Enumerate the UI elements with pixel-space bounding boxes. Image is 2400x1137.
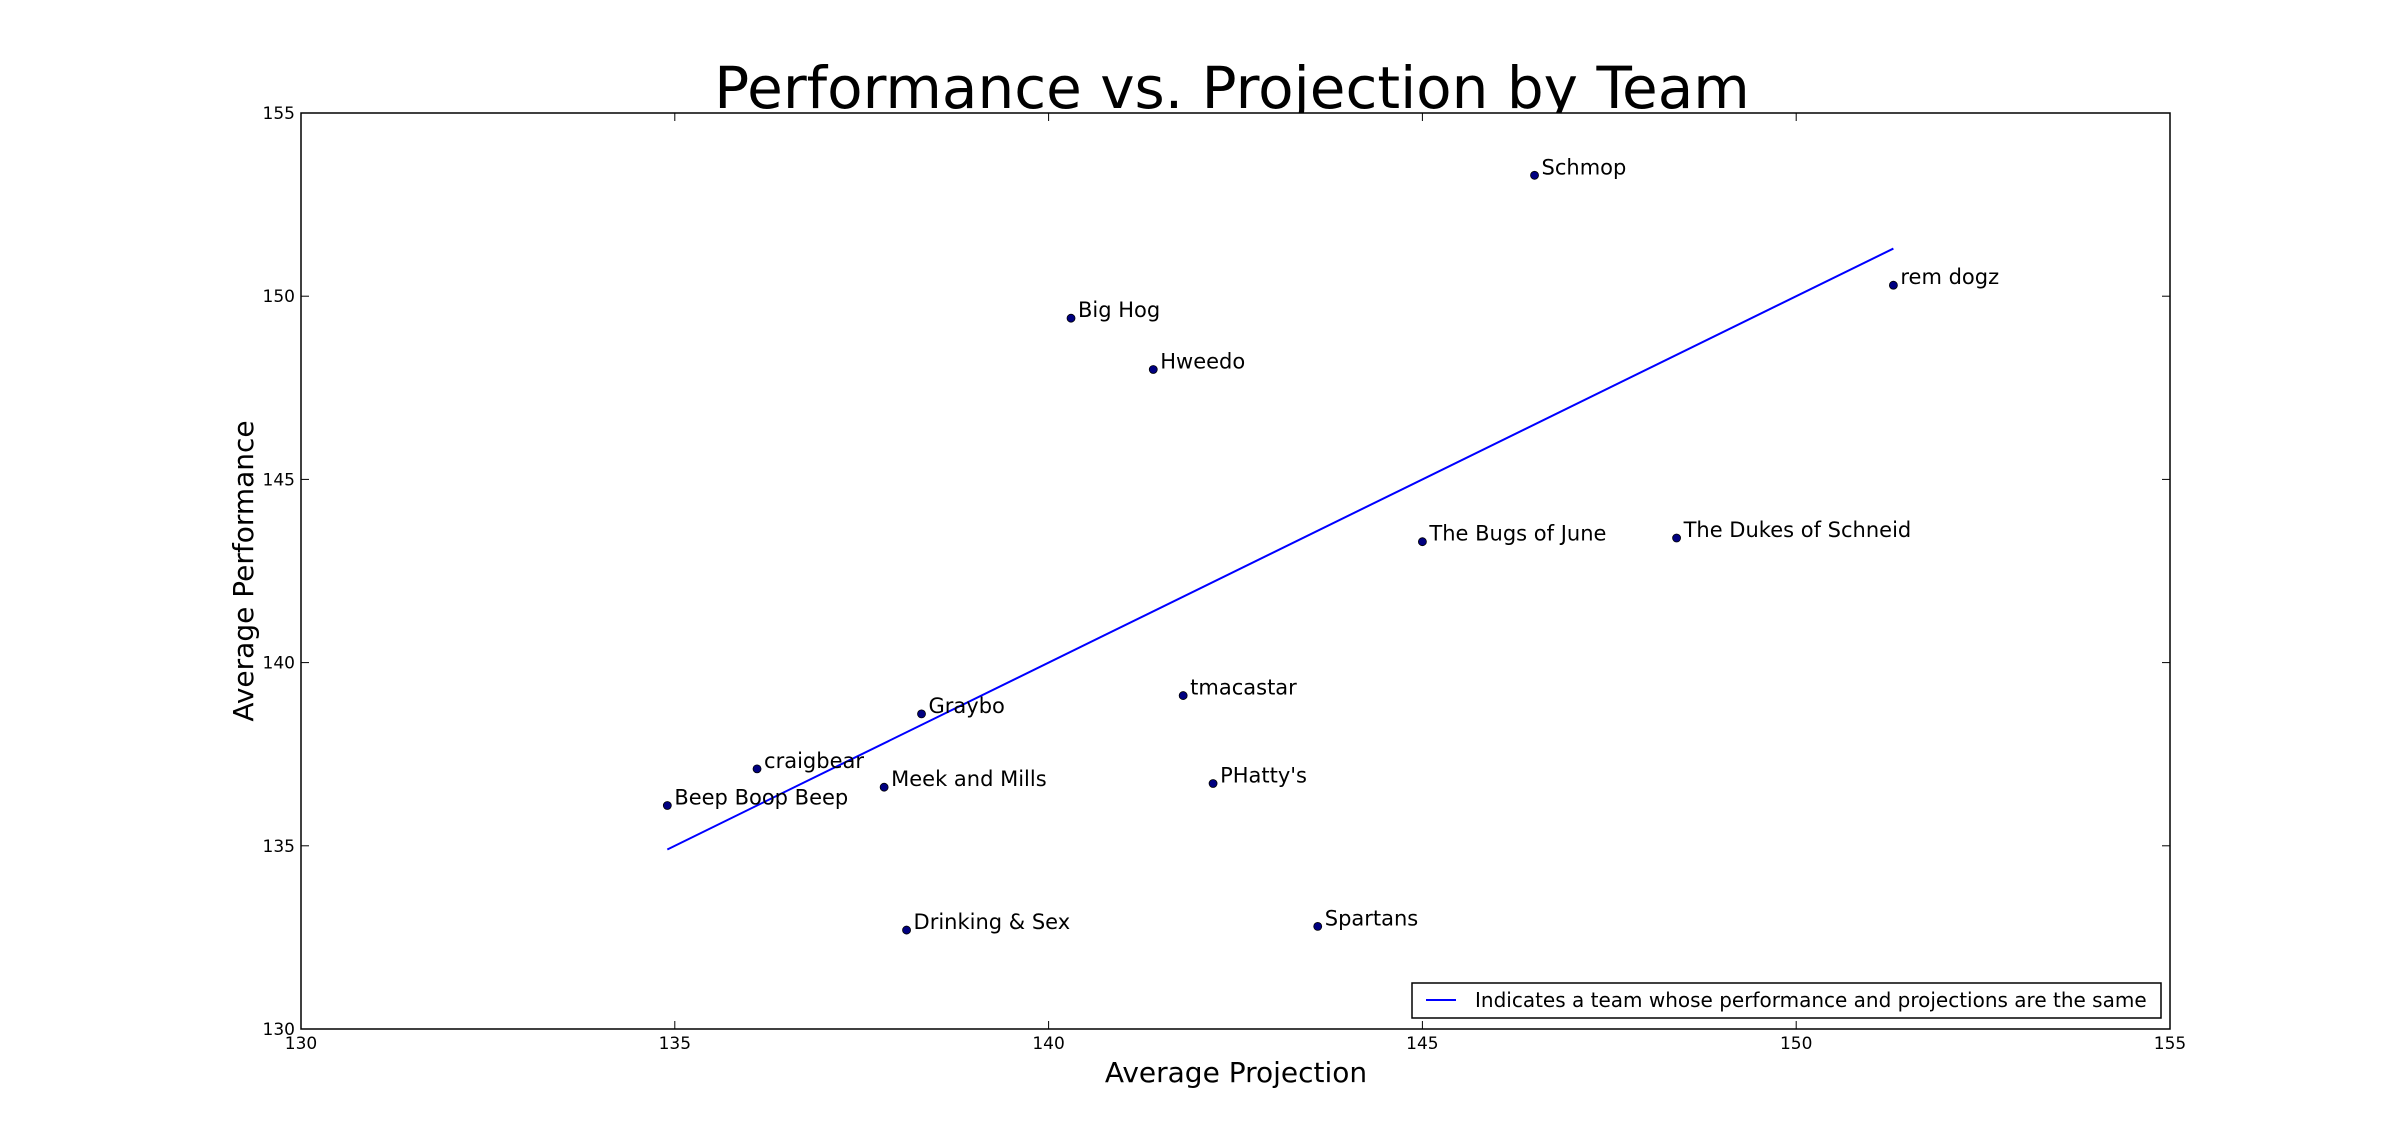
legend: Indicates a team whose performance and p…: [1411, 982, 2162, 1019]
chart-title: Performance vs. Projection by Team: [714, 54, 1750, 122]
axis-ticks: 130 135 140 145 150 155 130 135 140 145 150 155: [263, 104, 2187, 1054]
data-point: [879, 782, 889, 792]
data-point-label: Spartans: [1325, 906, 1419, 930]
data-point: [1148, 365, 1158, 374]
x-axis-label: Average Projection: [1105, 1056, 1367, 1089]
data-point-label: Drinking & Sex: [914, 910, 1071, 934]
x-tick-label: 140: [1032, 1034, 1064, 1054]
data-point: [752, 764, 762, 774]
data-point: [662, 801, 672, 810]
data-point-label: tmacastar: [1190, 676, 1297, 700]
data-point: [917, 709, 926, 719]
data-point-label: craigbear: [764, 749, 864, 773]
data-point-label: PHatty's: [1220, 764, 1307, 788]
data-point-label: rem dogz: [1900, 265, 1999, 289]
data-point-label: Graybo: [929, 694, 1005, 718]
y-tick-label: 130: [263, 1020, 295, 1040]
data-point: [1208, 779, 1218, 788]
data-point: [1672, 533, 1681, 543]
data-point-label: Hweedo: [1160, 349, 1245, 373]
y-axis-label: Average Performance: [227, 420, 260, 721]
data-point: [1418, 537, 1427, 547]
x-tick-label: 145: [1406, 1034, 1438, 1054]
y-tick-label: 135: [263, 837, 295, 857]
data-point: [902, 925, 911, 935]
data-points: Schmop rem dogz Big Hog Hweedo The Bugs of J…: [662, 155, 1999, 935]
data-point-label: Schmop: [1542, 155, 1627, 179]
data-point: [1178, 691, 1188, 700]
reference-line: [666, 247, 1894, 851]
legend-label: Indicates a team whose performance and p…: [1475, 988, 2147, 1012]
data-point: [1313, 922, 1323, 931]
y-tick-label: 155: [263, 104, 295, 124]
x-tick-label: 135: [659, 1034, 691, 1054]
data-point-label: Meek and Mills: [891, 767, 1047, 791]
data-point-label: Beep Boop Beep: [674, 785, 848, 809]
data-point: [1530, 170, 1539, 180]
data-point: [1066, 313, 1076, 323]
x-tick-label: 150: [1780, 1034, 1812, 1054]
data-point-label: The Dukes of Schneid: [1683, 518, 1912, 542]
data-point-label: The Bugs of June: [1428, 522, 1606, 546]
y-tick-label: 140: [263, 654, 295, 674]
y-tick-label: 150: [263, 287, 295, 307]
data-point: [1888, 280, 1898, 290]
x-tick-label: 155: [2154, 1034, 2186, 1054]
x-tick-label: 130: [285, 1034, 317, 1054]
legend-box: [1411, 982, 2162, 1019]
y-tick-label: 145: [263, 470, 295, 490]
data-point-label: Big Hog: [1078, 298, 1160, 322]
